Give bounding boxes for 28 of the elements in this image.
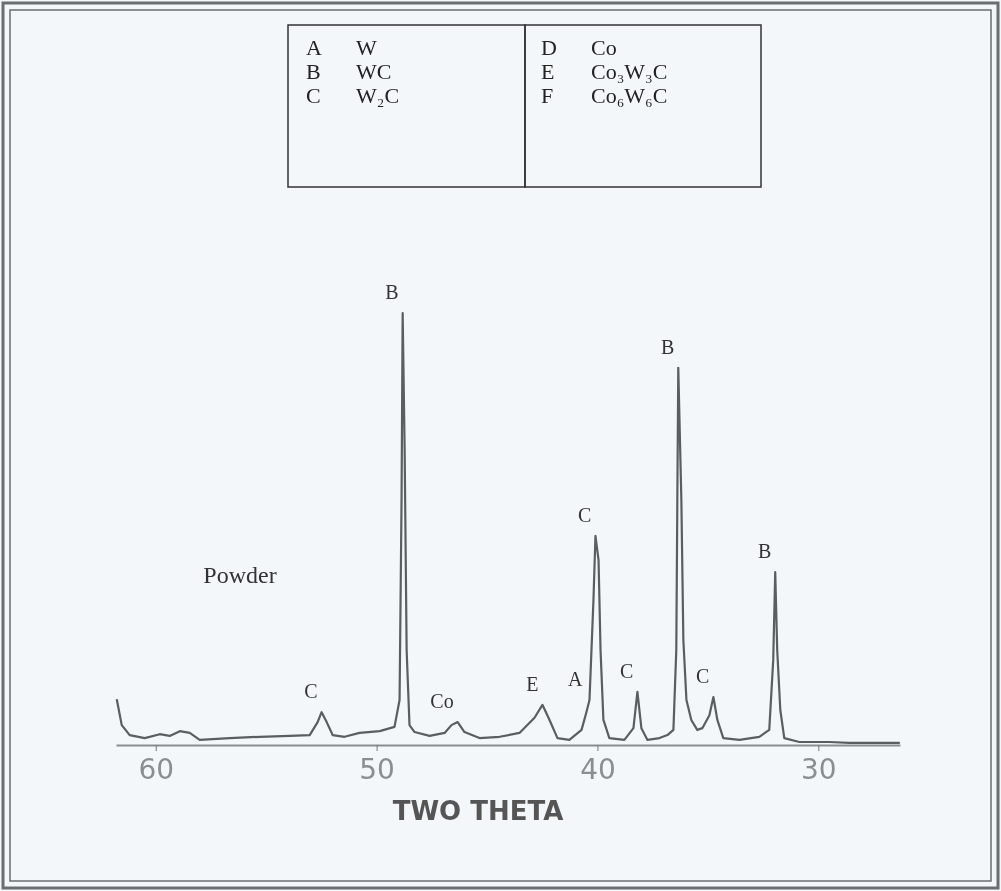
annotation: E xyxy=(526,672,539,695)
x-axis-title: TWO THETA xyxy=(392,796,564,826)
x-tick-label: 50 xyxy=(359,753,395,787)
annotation: C xyxy=(578,503,592,526)
text: Co xyxy=(591,35,617,60)
annotation: Co xyxy=(430,690,454,713)
text: D xyxy=(541,35,557,60)
text: F xyxy=(541,83,554,108)
x-tick-label: 60 xyxy=(138,753,175,787)
annotation: C xyxy=(304,680,318,703)
text: A xyxy=(306,35,322,60)
annotation: B xyxy=(385,281,399,303)
text: W₂C xyxy=(356,83,400,108)
text: B xyxy=(306,59,321,84)
text: Co₆W₆C xyxy=(591,83,668,108)
text: Co₃W₃C xyxy=(591,59,668,84)
text: W xyxy=(356,35,377,60)
annotation: A xyxy=(567,668,583,691)
annotation: Powder xyxy=(203,562,277,588)
x-tick-label: 40 xyxy=(580,753,616,787)
text: C xyxy=(306,83,321,108)
text: WC xyxy=(356,59,392,84)
annotation: C xyxy=(620,659,634,682)
text: E xyxy=(541,59,555,84)
x-tick-label: 30 xyxy=(800,753,837,787)
annotation: B xyxy=(757,540,772,563)
annotation: B xyxy=(660,335,675,358)
annotation: C xyxy=(696,665,710,688)
